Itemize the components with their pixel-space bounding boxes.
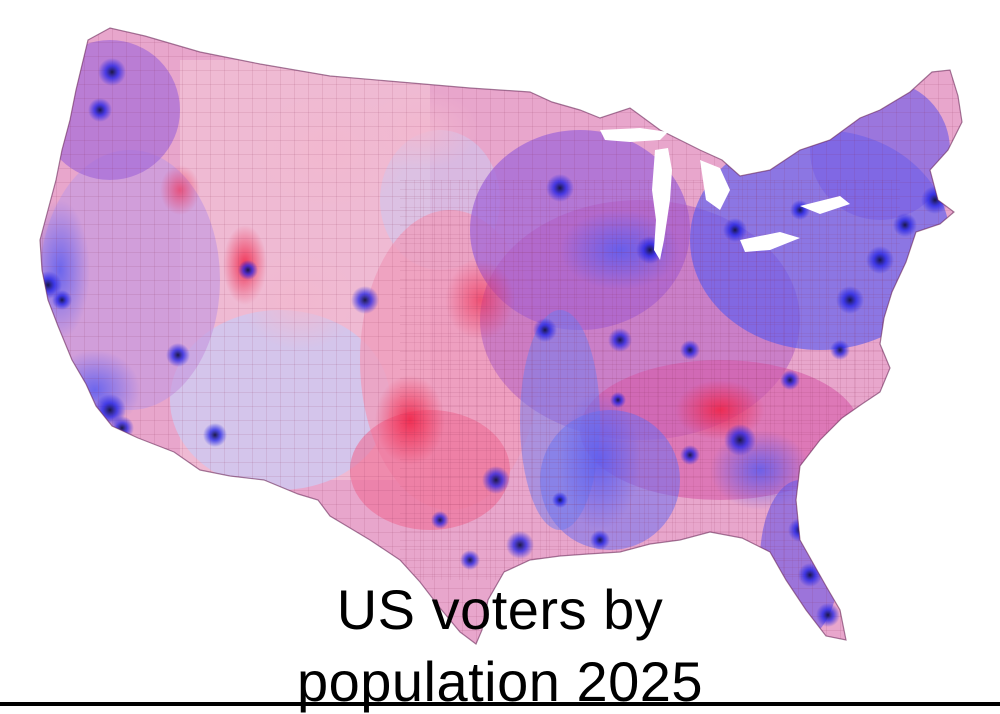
great-lakes: [600, 128, 850, 260]
bottom-border: [0, 702, 1000, 706]
map-caption-line-1: US voters by: [336, 578, 664, 641]
